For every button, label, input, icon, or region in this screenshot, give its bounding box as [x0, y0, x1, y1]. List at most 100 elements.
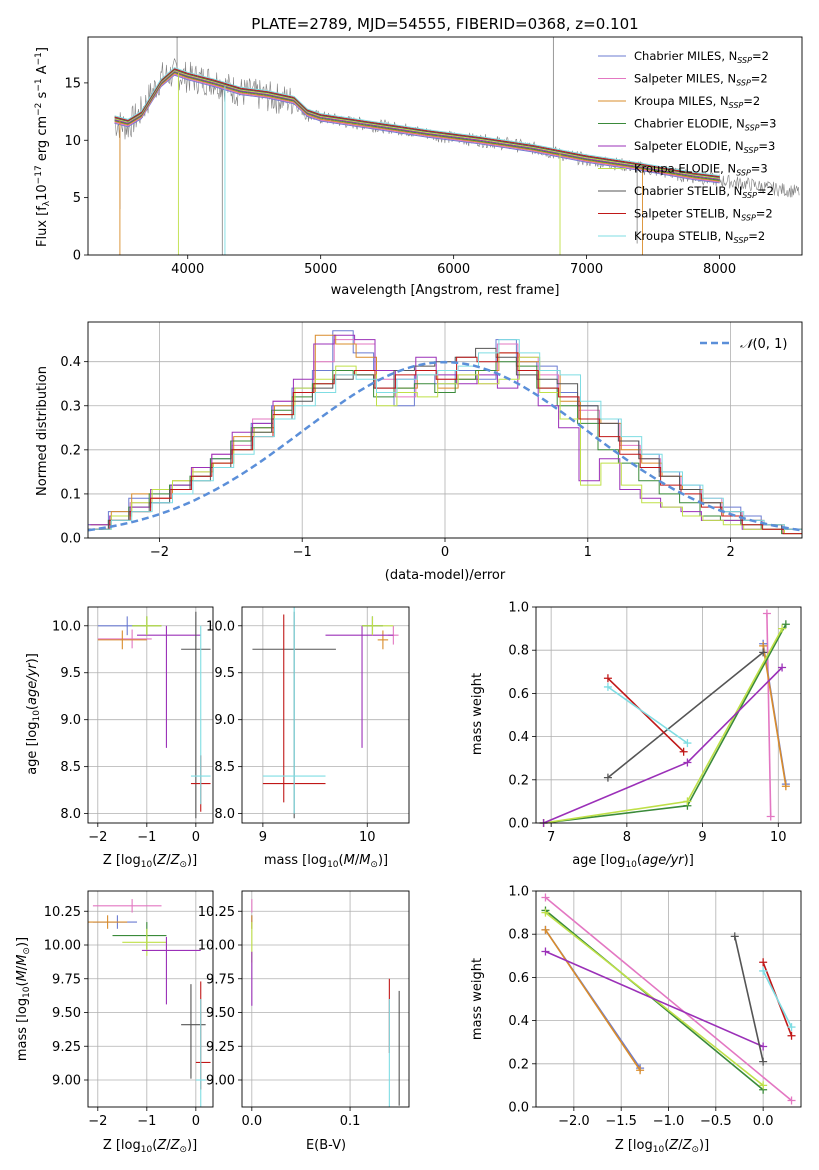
residual-frame — [87, 321, 803, 539]
z-weight-marker-kroupa-stelib — [759, 966, 768, 975]
z-age-xtick-label: −2 — [88, 830, 107, 845]
spectrum-frame — [87, 36, 803, 256]
age-weight-ytick-label: 0.8 — [508, 644, 529, 659]
model-line-salpeter-elodie — [114, 70, 720, 180]
z-mass-xtick-label: −2 — [88, 1114, 107, 1129]
spectrum-ytick-label: 10 — [64, 134, 81, 149]
z-age-ytick-label: 8.5 — [60, 760, 81, 775]
normal-legend-label: 𝒩(0, 1) — [740, 337, 787, 352]
z-weight-frame — [535, 890, 802, 1108]
histogram-salpeter-miles — [89, 339, 802, 530]
z-weight-marker-chabrier-stelib — [730, 932, 739, 941]
z-age-frame — [87, 606, 214, 824]
spectrum-xtick-label: 8000 — [703, 262, 736, 277]
age-weight-marker-salpeter-elodie — [683, 758, 692, 767]
model-line-salpeter-stelib — [114, 68, 720, 177]
legend-label-chabrier-elodie: Chabrier ELODIE, NSSP=3 — [634, 117, 776, 133]
mass-age-xtick-label: 9 — [259, 830, 267, 845]
z-mass-panel: Z [log10(Z/Z⊙)] mass [log10(M/M⊙)] −2 −1 0… — [15, 890, 214, 1155]
spectrum-ytick-label: 5 — [73, 191, 81, 206]
mass-age-ytick-label: 8.5 — [214, 760, 235, 775]
age-weight-xtick-label: 7 — [547, 830, 555, 845]
histogram-salpeter-elodie — [89, 334, 802, 535]
ebv-mass-ytick-label: 9.75 — [206, 972, 235, 987]
age-weight-marker-salpeter-stelib — [679, 747, 688, 756]
z-weight-panel: Z [log10(Z/Z⊙)] mass weight −2.0 −1.5 −1.0… — [470, 885, 802, 1155]
age-weight-panel: age [log10(age/yr)] mass weight 7 8 9 10 0.0… — [470, 601, 802, 870]
ebv-mass-xtick-label: 0.1 — [340, 1114, 361, 1129]
spectrum-ytick-label: 15 — [64, 76, 81, 91]
z-age-xtick-label: 0 — [192, 830, 200, 845]
residual-xtick-label: 0 — [441, 545, 449, 560]
z-mass-ytick-label: 9.25 — [52, 1040, 81, 1055]
legend-label-salpeter-miles: Salpeter MILES, NSSP=2 — [634, 72, 768, 88]
z-age-ytick-label: 8.0 — [60, 807, 81, 822]
age-weight-marker-salpeter-miles — [766, 812, 775, 821]
age-weight-ylabel: mass weight — [470, 673, 485, 755]
ebv-mass-xtick-label: 0.0 — [241, 1114, 262, 1129]
z-weight-ytick-label: 0.0 — [508, 1101, 529, 1116]
model-line-chabrier-elodie — [114, 71, 720, 181]
z-mass-ytick-label: 10.25 — [44, 905, 81, 920]
legend-label-salpeter-stelib: Salpeter STELIB, NSSP=2 — [634, 207, 773, 223]
legend-label-chabrier-miles: Chabrier MILES, NSSP=2 — [634, 49, 769, 65]
legend-label-salpeter-elodie: Salpeter ELODIE, NSSP=3 — [634, 139, 775, 155]
residual-ylabel: Normed distribution — [35, 366, 50, 496]
z-weight-xtick-label: −1.0 — [653, 1114, 685, 1129]
age-weight-marker-salpeter-stelib — [603, 674, 612, 683]
legend-label-kroupa-miles: Kroupa MILES, NSSP=2 — [634, 94, 760, 110]
z-weight-line-chabrier-elodie — [544, 909, 764, 1091]
age-weight-ytick-label: 0.6 — [508, 687, 529, 702]
age-weight-line-salpeter-elodie — [543, 666, 783, 823]
z-age-ytick-label: 10.0 — [52, 619, 81, 634]
z-weight-marker-salpeter-stelib — [787, 1031, 796, 1040]
model-line-kroupa-stelib — [114, 67, 720, 177]
mass-age-xlabel: mass [log10(M/M⊙)] — [264, 853, 388, 870]
age-weight-marker-chabrier-elodie — [781, 620, 790, 629]
residual-xtick-label: −1 — [293, 545, 312, 560]
z-weight-marker-salpeter-stelib — [759, 958, 768, 967]
legend-label-kroupa-elodie: Kroupa ELODIE, NSSP=3 — [634, 162, 768, 178]
model-line-kroupa-elodie — [114, 69, 720, 179]
z-age-panel: Z [log10(Z/Z⊙)] age [log10(age/yr)] −2 −1… — [25, 606, 214, 870]
spectrum-ylabel: Flux [fλ10−17 erg cm−2 s−1 A−1] — [34, 47, 52, 247]
z-weight-line-chabrier-stelib — [734, 936, 764, 1062]
age-weight-line-kroupa-miles — [762, 645, 787, 787]
z-mass-ytick-label: 9.00 — [52, 1074, 81, 1089]
ebv-mass-ytick-label: 10.00 — [198, 939, 235, 954]
z-weight-ytick-label: 0.4 — [508, 1014, 529, 1029]
legend-label-chabrier-stelib: Chabrier STELIB, NSSP=2 — [634, 184, 774, 200]
model-line-salpeter-miles — [114, 73, 720, 183]
residual-xtick-label: 2 — [726, 545, 734, 560]
age-weight-marker-chabrier-stelib — [603, 773, 612, 782]
spectrum-legend: Chabrier MILES, NSSP=2 Salpeter MILES, NS… — [598, 49, 776, 245]
z-weight-marker-salpeter-miles — [787, 1096, 796, 1105]
ebv-mass-ytick-label: 9.50 — [206, 1006, 235, 1021]
mass-age-panel: mass [log10(M/M⊙)] 9 10 8.0 8.5 9.0 9.5 10.0 — [206, 606, 410, 870]
z-mass-xtick-label: −1 — [137, 1114, 156, 1129]
z-weight-line-salpeter-elodie — [545, 950, 764, 1048]
z-age-ytick-label: 9.5 — [60, 666, 81, 681]
model-line-chabrier-miles — [114, 74, 720, 184]
ebv-mass-ytick-label: 10.25 — [198, 905, 235, 920]
age-weight-ytick-label: 0.2 — [508, 773, 529, 788]
age-weight-xlabel: age [log10(age/yr)] — [572, 853, 694, 870]
histogram-kroupa-stelib — [90, 339, 802, 530]
age-weight-marker-chabrier-stelib — [759, 648, 768, 657]
z-weight-line-kroupa-miles — [544, 929, 641, 1071]
histogram-kroupa-miles — [90, 334, 802, 530]
spectrum-panel: PLATE=2789, MJD=54555, FIBERID=0368, z=0… — [34, 15, 803, 298]
z-weight-ylabel: mass weight — [470, 958, 485, 1040]
z-age-ytick-label: 9.0 — [60, 713, 81, 728]
z-weight-marker-kroupa-elodie — [759, 1081, 768, 1090]
z-weight-xtick-label: −2.0 — [558, 1114, 590, 1129]
ebv-mass-ytick-label: 9.25 — [206, 1040, 235, 1055]
z-age-xlabel: Z [log10(Z/Z⊙)] — [103, 853, 197, 870]
age-weight-ytick-label: 0.0 — [508, 817, 529, 832]
z-weight-line-kroupa-stelib — [762, 970, 793, 1028]
z-weight-marker-chabrier-stelib — [759, 1057, 768, 1066]
z-mass-ytick-label: 9.50 — [52, 1006, 81, 1021]
z-weight-ytick-label: 0.2 — [508, 1057, 529, 1072]
z-weight-marker-kroupa-elodie — [541, 908, 550, 917]
